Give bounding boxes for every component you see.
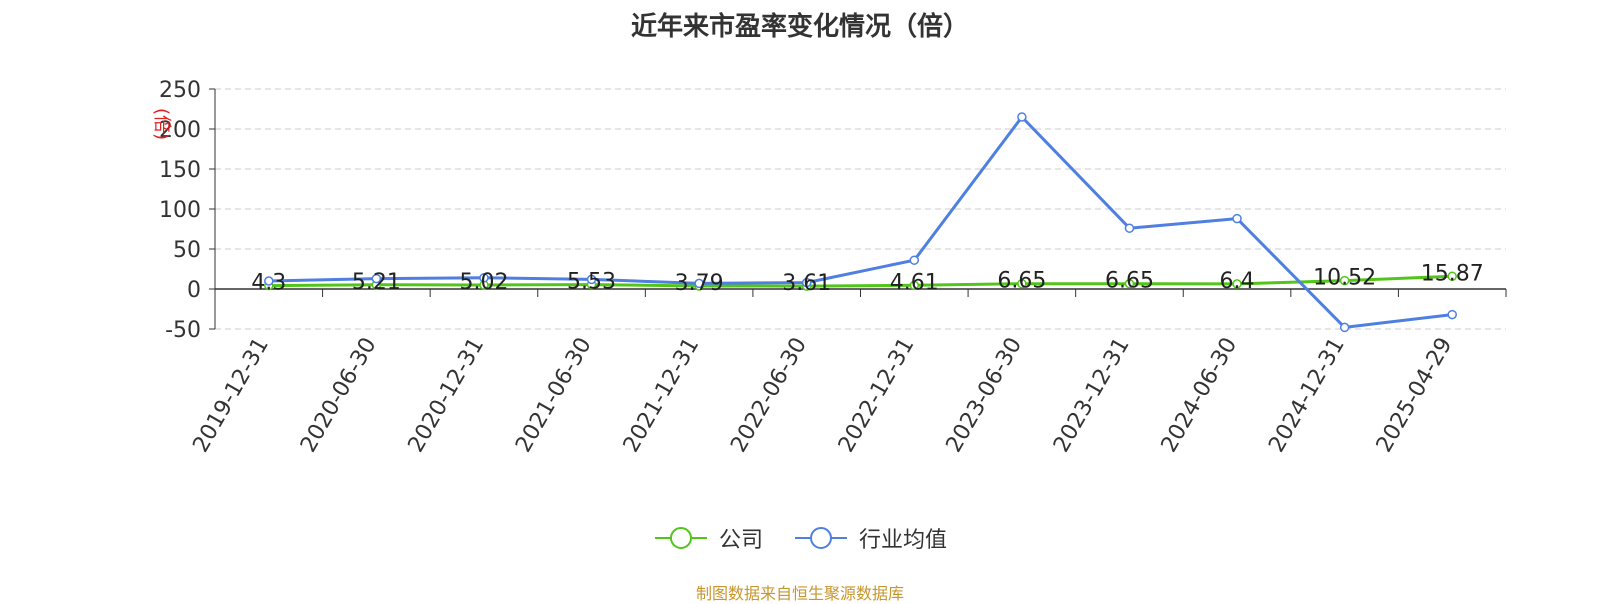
legend-industry-line-circle-icon: [795, 527, 847, 549]
y-tick-label: 250: [159, 78, 201, 103]
y-tick-label: 0: [187, 278, 201, 303]
y-tick-label: 150: [159, 158, 201, 183]
series-line-1: [268, 115, 1453, 329]
x-tick-label: 2023-12-31: [1049, 334, 1135, 457]
chart-title: 近年来市盈率变化情况（倍）: [630, 12, 969, 42]
x-tick-label: 2023-06-30: [941, 334, 1027, 457]
data-point-1: [1339, 322, 1350, 333]
data-point-1: [909, 255, 920, 265]
data-point-1: [1232, 213, 1242, 224]
data-point-0: [909, 280, 920, 291]
data-point-0: [1447, 271, 1457, 282]
data-point-0: [1017, 278, 1027, 289]
data-point-1: [694, 278, 704, 289]
data-label: 5.53: [567, 270, 616, 295]
x-tick-label: 2020-12-31: [404, 334, 490, 457]
legend-item-company[interactable]: 公司: [653, 522, 763, 554]
data-point-1: [264, 276, 274, 286]
x-tick-label: 2021-06-30: [511, 334, 597, 457]
y-axis-label: (倍): [151, 108, 172, 140]
x-tick-label: 2020-06-30: [296, 334, 382, 457]
y-tick-label: 100: [159, 198, 201, 223]
data-label: 6.4: [1220, 269, 1255, 294]
data-point-0: [1232, 279, 1242, 289]
legend-item-industry-average[interactable]: 行业均值: [793, 522, 947, 554]
legend-label-industry-average: 行业均值: [859, 528, 948, 553]
data-point-0: [1124, 278, 1135, 289]
data-label: 3.79: [675, 271, 724, 296]
data-point-1: [479, 273, 489, 283]
data-label: 4.61: [890, 270, 939, 295]
legend-label-company: 公司: [718, 528, 763, 553]
y-tick-label: -50: [165, 318, 201, 343]
data-label: 6.65: [1105, 269, 1154, 294]
y-tick-label: 200: [159, 118, 201, 143]
data-point-1: [1124, 223, 1135, 233]
x-tick-label: 2021-12-31: [619, 334, 705, 457]
x-tick-label: 2024-12-31: [1264, 334, 1350, 457]
data-point-1: [801, 277, 812, 288]
series-line-0: [268, 274, 1453, 288]
source-note: 制图数据来自恒生聚源数据库: [695, 584, 904, 603]
x-tick-label: 2022-12-31: [834, 334, 920, 457]
data-point-1: [371, 273, 382, 284]
x-tick-label: 2025-04-29: [1372, 334, 1458, 457]
data-label: 5.21: [352, 270, 401, 295]
data-point-1: [1447, 309, 1457, 320]
x-tick-label: 2024-06-30: [1157, 334, 1243, 457]
y-tick-label: 50: [173, 238, 201, 263]
data-label: 4.3: [251, 271, 286, 296]
data-label: 5.02: [459, 270, 508, 295]
data-label: 6.65: [997, 269, 1046, 294]
data-point-0: [1339, 275, 1350, 286]
legend-company-line-circle-icon: [654, 527, 707, 549]
pe-line-chart: -50 0 50 100 150 200 250 (倍) 2019-12-31 2020-06-3…: [151, 78, 1507, 457]
data-label: 10.52: [1313, 266, 1376, 291]
data-point-1: [1017, 112, 1027, 122]
data-label: 15.87: [1421, 261, 1484, 286]
data-point-1: [586, 274, 597, 285]
data-label: 3.61: [782, 271, 831, 296]
chart-legend: 公司 行业均值: [0, 520, 1600, 556]
x-tick-label: 2022-06-30: [726, 334, 812, 457]
x-tick-label: 2019-12-31: [188, 334, 274, 457]
